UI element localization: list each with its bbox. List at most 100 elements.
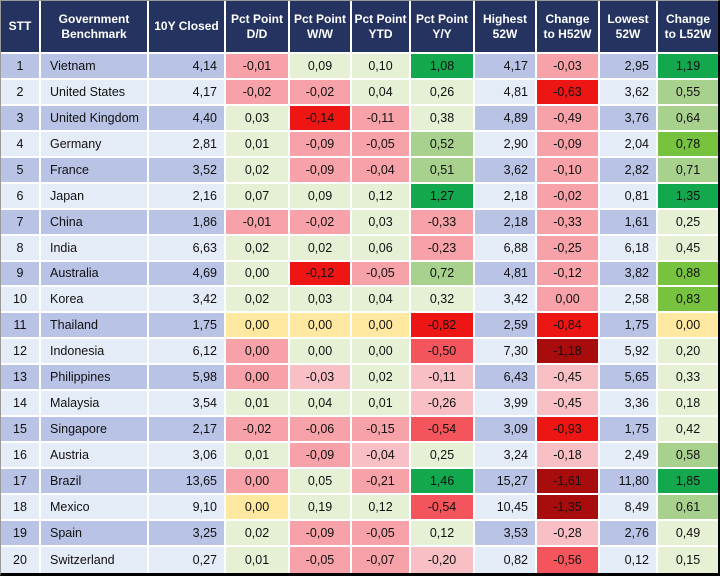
column-header-chg_h52w: Change to H52W (537, 1, 600, 54)
cell-dd: 0,01 (226, 546, 290, 573)
table-row: 17 Brazil 13,65 0,00 0,05 -0,21 1,46 15,27 -1,61… (1, 469, 718, 495)
cell-highest: 15,27 (475, 469, 537, 495)
cell-chg_l52w: 1,85 (658, 469, 718, 495)
cell-closed: 4,14 (149, 54, 226, 80)
cell-dd: -0,02 (226, 417, 290, 444)
cell-yy: -0,33 (411, 209, 475, 236)
cell-highest: 2,90 (475, 131, 537, 158)
cell-stt: 13 (1, 365, 41, 392)
cell-benchmark: Spain (41, 520, 149, 547)
cell-dd: 0,00 (226, 469, 290, 495)
cell-lowest: 3,62 (600, 79, 658, 106)
column-header-ww: Pct Point W/W (290, 1, 352, 54)
cell-stt: 6 (1, 183, 41, 210)
cell-lowest: 6,18 (600, 235, 658, 262)
cell-chg_h52w: -0,09 (537, 131, 600, 158)
cell-yy: -0,54 (411, 417, 475, 444)
cell-ytd: 0,04 (352, 79, 411, 106)
table-row: 5 France 3,52 0,02 -0,09 -0,04 0,51 3,62 -0,10 2,… (1, 157, 718, 184)
cell-closed: 6,12 (149, 339, 226, 366)
cell-closed: 0,27 (149, 546, 226, 573)
cell-dd: 0,03 (226, 105, 290, 132)
cell-closed: 1,75 (149, 313, 226, 340)
cell-benchmark: Singapore (41, 417, 149, 444)
cell-ww: 0,09 (290, 183, 352, 210)
cell-lowest: 1,75 (600, 313, 658, 340)
cell-stt: 4 (1, 131, 41, 158)
cell-chg_l52w: 1,35 (658, 183, 718, 210)
cell-lowest: 3,76 (600, 105, 658, 132)
cell-highest: 10,45 (475, 494, 537, 521)
cell-closed: 13,65 (149, 469, 226, 495)
cell-yy: -0,11 (411, 365, 475, 392)
cell-highest: 4,81 (475, 79, 537, 106)
cell-chg_h52w: -0,10 (537, 157, 600, 184)
cell-lowest: 5,65 (600, 365, 658, 392)
cell-lowest: 2,76 (600, 520, 658, 547)
cell-chg_h52w: -0,49 (537, 105, 600, 132)
table-row: 4 Germany 2,81 0,01 -0,09 -0,05 0,52 2,90 -0,09 2… (1, 131, 718, 158)
cell-stt: 8 (1, 235, 41, 262)
cell-yy: -0,54 (411, 494, 475, 521)
table-row: 18 Mexico 9,10 0,00 0,19 0,12 -0,54 10,45 -1,35 8… (1, 494, 718, 521)
cell-ytd: -0,05 (352, 131, 411, 158)
cell-stt: 3 (1, 105, 41, 132)
cell-ww: -0,05 (290, 546, 352, 573)
cell-chg_h52w: -0,12 (537, 261, 600, 288)
cell-chg_l52w: 0,71 (658, 157, 718, 184)
cell-dd: 0,00 (226, 261, 290, 288)
cell-chg_h52w: -0,56 (537, 546, 600, 573)
cell-dd: 0,00 (226, 365, 290, 392)
cell-chg_l52w: 0,83 (658, 287, 718, 314)
table-row: 3 United Kingdom 4,40 0,03 -0,14 -0,11 0,38 4,8… (1, 105, 718, 132)
cell-stt: 10 (1, 287, 41, 314)
cell-ytd: 0,02 (352, 365, 411, 392)
cell-highest: 3,62 (475, 157, 537, 184)
cell-dd: 0,02 (226, 287, 290, 314)
cell-ww: -0,12 (290, 261, 352, 288)
cell-ww: -0,02 (290, 79, 352, 106)
table-row: 8 India 6,63 0,02 0,02 0,06 -0,23 6,88 -0,25 6,18… (1, 235, 718, 262)
cell-ytd: -0,07 (352, 546, 411, 573)
cell-lowest: 11,80 (600, 469, 658, 495)
cell-chg_l52w: 0,49 (658, 520, 718, 547)
cell-closed: 6,63 (149, 235, 226, 262)
cell-stt: 5 (1, 157, 41, 184)
cell-closed: 2,17 (149, 417, 226, 444)
cell-highest: 2,18 (475, 183, 537, 210)
cell-stt: 12 (1, 339, 41, 366)
table-row: 7 China 1,86 -0,01 -0,02 0,03 -0,33 2,18 -0,33 1,… (1, 209, 718, 236)
cell-ww: -0,09 (290, 443, 352, 469)
table-row: 15 Singapore 2,17 -0,02 -0,06 -0,15 -0,54 3,09-… (1, 417, 718, 444)
cell-closed: 1,86 (149, 209, 226, 236)
cell-stt: 18 (1, 494, 41, 521)
cell-stt: 17 (1, 469, 41, 495)
cell-chg_l52w: 0,18 (658, 391, 718, 418)
cell-highest: 2,18 (475, 209, 537, 236)
table-row: 13 Philippines 5,98 0,00 -0,03 0,02 -0,11 6,43-… (1, 365, 718, 392)
cell-benchmark: Switzerland (41, 546, 149, 573)
cell-ww: 0,05 (290, 469, 352, 495)
cell-ww: -0,03 (290, 365, 352, 392)
cell-yy: -0,26 (411, 391, 475, 418)
cell-benchmark: Mexico (41, 494, 149, 521)
cell-closed: 3,25 (149, 520, 226, 547)
cell-lowest: 1,75 (600, 417, 658, 444)
cell-ww: -0,02 (290, 209, 352, 236)
cell-ww: -0,09 (290, 520, 352, 547)
cell-ytd: 0,12 (352, 494, 411, 521)
table-row: 1 Vietnam 4,14 -0,01 0,09 0,10 1,08 4,17 -0,03 2,… (1, 54, 718, 80)
cell-dd: 0,00 (226, 313, 290, 340)
cell-dd: -0,01 (226, 209, 290, 236)
cell-highest: 3,53 (475, 520, 537, 547)
cell-dd: 0,07 (226, 183, 290, 210)
cell-dd: 0,00 (226, 339, 290, 366)
cell-benchmark: Brazil (41, 469, 149, 495)
cell-ytd: -0,04 (352, 157, 411, 184)
cell-stt: 16 (1, 443, 41, 469)
cell-stt: 15 (1, 417, 41, 444)
cell-closed: 5,98 (149, 365, 226, 392)
cell-ytd: -0,11 (352, 105, 411, 132)
cell-ytd: 0,12 (352, 183, 411, 210)
